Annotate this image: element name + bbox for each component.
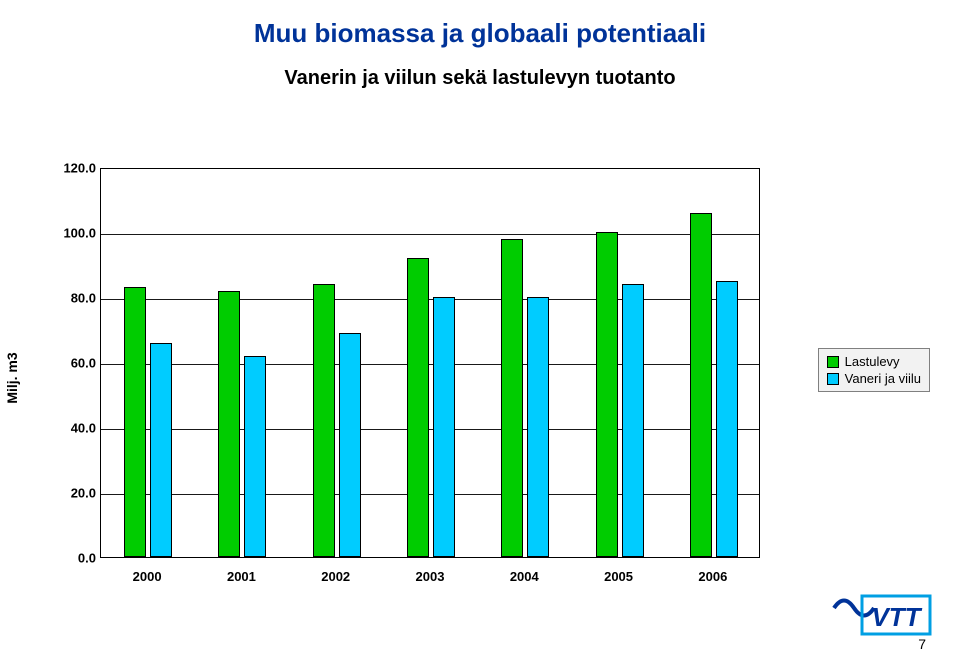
plot-area <box>100 168 760 558</box>
chart: Milj. m3 0.020.040.060.080.0100.0120.020… <box>40 168 760 588</box>
y-tick: 100.0 <box>58 226 96 241</box>
svg-text:VTT: VTT <box>871 602 922 632</box>
bar <box>527 297 549 557</box>
y-tick: 40.0 <box>58 421 96 436</box>
page-number: 7 <box>918 636 926 652</box>
x-tick: 2003 <box>416 569 445 584</box>
bar <box>407 258 429 557</box>
x-tick: 2001 <box>227 569 256 584</box>
bar <box>150 343 172 558</box>
legend-label: Lastulevy <box>845 354 900 369</box>
vtt-logo: VTT <box>832 588 932 638</box>
bar <box>339 333 361 557</box>
bar <box>313 284 335 557</box>
chart-subtitle: Vanerin ja viilun sekä lastulevyn tuotan… <box>0 67 960 90</box>
x-tick: 2004 <box>510 569 539 584</box>
x-tick: 2002 <box>321 569 350 584</box>
y-tick: 120.0 <box>58 161 96 176</box>
legend-label: Vaneri ja viilu <box>845 371 921 386</box>
bar <box>218 291 240 558</box>
legend: Lastulevy Vaneri ja viilu <box>818 348 930 392</box>
x-tick: 2006 <box>698 569 727 584</box>
x-tick: 2000 <box>133 569 162 584</box>
grid-line <box>101 299 759 300</box>
grid-line <box>101 429 759 430</box>
legend-swatch <box>827 373 839 385</box>
legend-item: Vaneri ja viilu <box>827 370 921 387</box>
bar <box>690 213 712 558</box>
x-tick: 2005 <box>604 569 633 584</box>
bar <box>716 281 738 557</box>
y-axis-label: Milj. m3 <box>4 352 20 403</box>
y-tick: 60.0 <box>58 356 96 371</box>
grid-line <box>101 494 759 495</box>
grid-line <box>101 364 759 365</box>
y-tick: 0.0 <box>58 551 96 566</box>
grid-line <box>101 234 759 235</box>
y-tick: 80.0 <box>58 291 96 306</box>
bar <box>596 232 618 557</box>
bar <box>433 297 455 557</box>
legend-swatch <box>827 356 839 368</box>
legend-item: Lastulevy <box>827 353 921 370</box>
y-tick: 20.0 <box>58 486 96 501</box>
page-title: Muu biomassa ja globaali potentiaali <box>0 18 960 49</box>
bar <box>244 356 266 558</box>
bar <box>501 239 523 558</box>
bar <box>622 284 644 557</box>
bar <box>124 287 146 557</box>
